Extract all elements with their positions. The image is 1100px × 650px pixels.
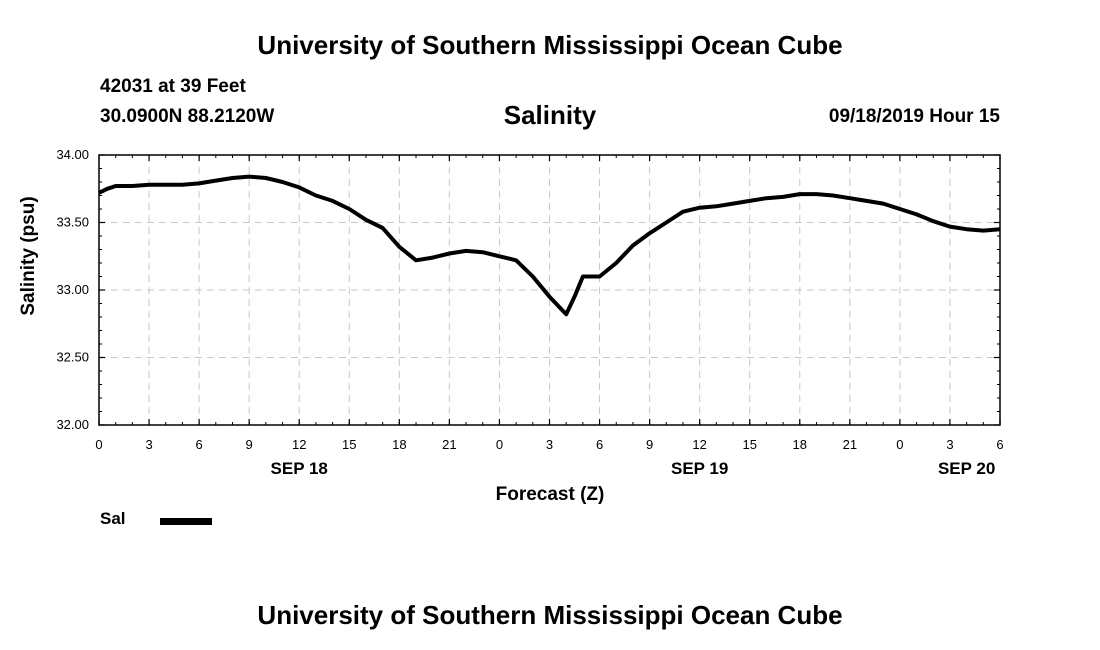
x-tick-label: 3 (946, 437, 953, 452)
x-tick-label: 21 (442, 437, 456, 452)
y-tick-label: 32.50 (56, 350, 89, 365)
x-tick-label: 9 (246, 437, 253, 452)
x-tick-label: 15 (742, 437, 756, 452)
legend: Sal (100, 509, 212, 529)
datetime-label: 09/18/2019 Hour 15 (828, 106, 1000, 127)
y-tick-label: 32.00 (56, 417, 89, 432)
y-tick-label: 33.50 (56, 215, 89, 230)
x-tick-label: 0 (95, 437, 102, 452)
x-tick-label: 0 (896, 437, 903, 452)
chart-title: Salinity (503, 100, 597, 130)
x-tick-label: 0 (496, 437, 503, 452)
tick-marks (98, 154, 1001, 426)
x-tick-label: 9 (646, 437, 653, 452)
x-axis-label: Forecast (Z) (496, 484, 605, 505)
x-tick-label: 6 (195, 437, 202, 452)
date-label: SEP 20 (938, 459, 995, 478)
date-label: SEP 19 (671, 459, 728, 478)
y-tick-label: 34.00 (56, 147, 89, 162)
coordinates-label: 30.0900N 88.2120W (100, 106, 275, 127)
x-tick-label: 15 (342, 437, 356, 452)
legend-swatch (160, 517, 212, 525)
date-label: SEP 18 (271, 459, 328, 478)
date-labels: SEP 18 SEP 19 SEP 20 (271, 459, 996, 478)
station-label: 42031 at 39 Feet (100, 76, 246, 97)
y-tick-label: 33.00 (56, 282, 89, 297)
legend-label: Sal (100, 509, 126, 528)
y-axis-label: Salinity (psu) (18, 196, 39, 315)
x-tick-label: 21 (843, 437, 857, 452)
x-tick-label: 3 (546, 437, 553, 452)
x-tick-label: 6 (596, 437, 603, 452)
footer-title: University of Southern Mississippi Ocean… (257, 600, 843, 630)
x-tick-label: 12 (692, 437, 706, 452)
page-title: University of Southern Mississippi Ocean… (257, 30, 843, 60)
x-tick-label: 18 (793, 437, 807, 452)
x-tick-label: 18 (392, 437, 406, 452)
y-tick-labels: 32.00 32.50 33.00 33.50 34.00 (56, 147, 89, 432)
x-tick-label: 6 (996, 437, 1003, 452)
x-tick-labels: 0 3 6 9 12 15 18 21 0 3 6 9 12 15 18 21 0 3 6 (95, 437, 1003, 452)
grid (99, 155, 1000, 425)
x-tick-label: 12 (292, 437, 306, 452)
x-tick-label: 3 (145, 437, 152, 452)
salinity-series-line (98, 174, 1001, 317)
